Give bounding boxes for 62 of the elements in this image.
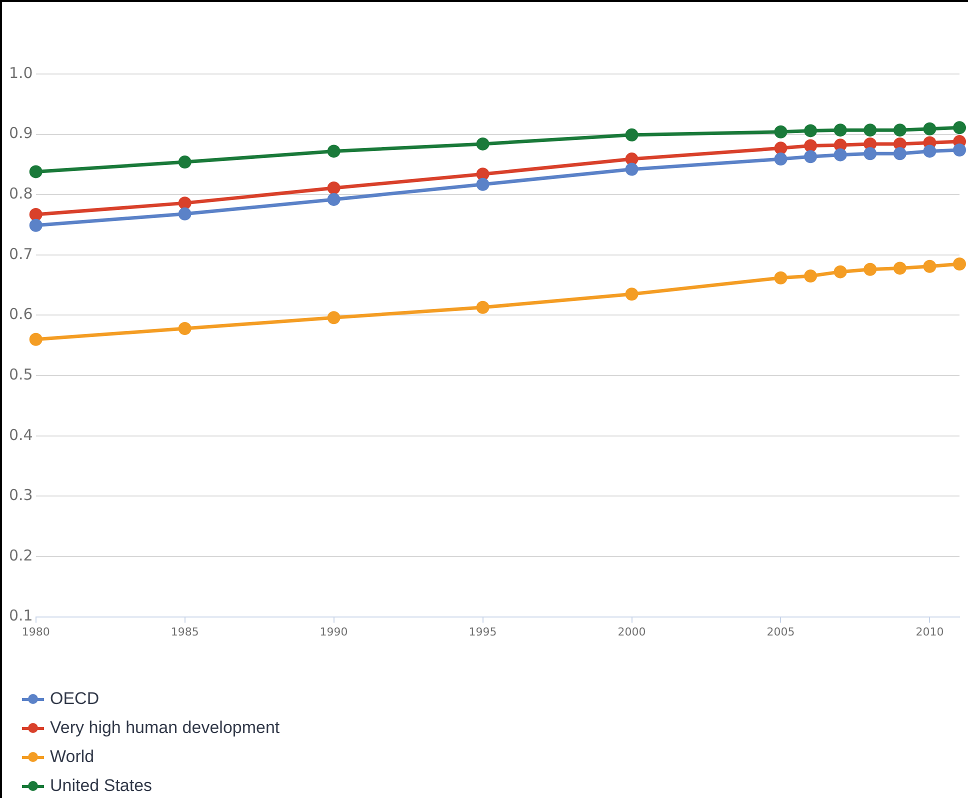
point	[476, 178, 490, 191]
y-tick-label: 1.0	[8, 64, 33, 82]
y-tick-label: 0.2	[8, 546, 33, 564]
point	[625, 128, 638, 142]
point	[804, 124, 818, 138]
legend-label: United States	[50, 776, 152, 796]
x-tick-label: 1980	[22, 625, 50, 638]
point	[923, 260, 936, 273]
point	[804, 139, 818, 152]
x-tick-label: 2000	[618, 625, 646, 638]
point	[774, 125, 788, 138]
point	[178, 196, 192, 210]
legend-label: Very high human development	[50, 718, 280, 738]
point	[476, 300, 490, 314]
point	[178, 207, 192, 220]
point	[774, 152, 788, 166]
point	[953, 121, 966, 134]
point	[864, 147, 877, 160]
y-tick-label: 0.9	[8, 124, 33, 142]
point	[178, 156, 192, 169]
point	[834, 124, 847, 137]
x-tick-label: 1990	[320, 625, 348, 638]
point	[923, 144, 936, 158]
legend-label: World	[50, 746, 94, 766]
point	[625, 162, 638, 176]
point	[29, 165, 42, 178]
point	[864, 262, 877, 276]
point	[834, 265, 847, 278]
point	[774, 142, 788, 155]
point	[893, 262, 906, 275]
y-tick-label: 0.5	[8, 365, 33, 384]
point	[327, 192, 340, 206]
y-tick-label: 0.6	[8, 305, 33, 324]
y-tick-label: 0.8	[8, 184, 33, 203]
point	[327, 311, 340, 324]
y-tick-label: 0.3	[8, 486, 33, 504]
point	[327, 144, 340, 158]
point	[327, 181, 340, 194]
x-tick-label: 1995	[468, 625, 497, 638]
point	[804, 150, 818, 164]
point	[893, 124, 906, 137]
legend-label: OECD	[50, 688, 100, 708]
point	[625, 288, 638, 301]
x-tick-label: 2005	[766, 625, 795, 638]
y-tick-label: 0.1	[8, 606, 33, 625]
point	[29, 208, 42, 222]
point	[774, 271, 788, 284]
y-tick-label: 0.7	[8, 244, 33, 263]
point	[804, 270, 818, 283]
point	[953, 257, 966, 270]
point	[864, 124, 877, 137]
point	[29, 332, 42, 346]
point	[893, 147, 906, 160]
point	[834, 148, 847, 162]
x-tick-label: 1985	[170, 625, 199, 638]
x-tick-label: 2010	[916, 625, 944, 638]
point	[178, 322, 192, 336]
point	[953, 143, 966, 156]
point	[923, 122, 936, 136]
y-tick-label: 0.4	[8, 426, 33, 444]
point	[476, 137, 490, 150]
point	[29, 218, 42, 232]
